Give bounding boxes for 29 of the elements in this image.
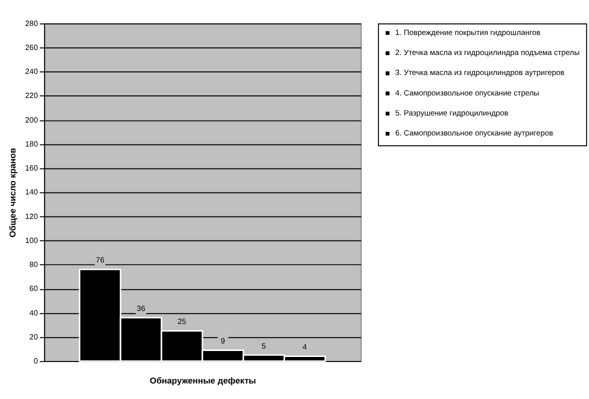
y-tick-label: 220: [25, 91, 38, 100]
y-tick-label: 80: [29, 260, 38, 270]
y-tick-label: 280: [25, 18, 38, 28]
data-label: 9: [220, 336, 226, 346]
legend-label: 6. Самопроизвольное опускание аутригеров: [395, 128, 554, 138]
x-axis-title: Обнаруженные дефекты: [150, 376, 256, 386]
y-tick-label: 120: [25, 212, 38, 221]
legend-label: 2. Утечка масла из гидроцилиндра подъема стрелы: [395, 48, 580, 58]
data-label: 5: [262, 341, 266, 350]
y-tick-label: 260: [25, 42, 38, 52]
y-tick-label: 60: [29, 284, 38, 294]
y-tick-label: 100: [25, 236, 38, 245]
legend-label: 5. Разрушение гидроцилиндров: [395, 108, 508, 118]
y-tick-label: 0: [34, 356, 38, 366]
legend-label: 4. Самопроизвольное опускание стрелы: [395, 88, 540, 98]
data-label: 76: [96, 256, 104, 265]
data-label: 4: [302, 342, 308, 352]
y-tick-label: 240: [25, 67, 38, 76]
y-tick-label: 160: [25, 164, 38, 173]
y-axis-title: Общее число кранов: [7, 148, 18, 238]
data-label: 25: [178, 317, 186, 326]
legend-label: 3. Утечка масла из гидроцилиндров аутригеров: [395, 68, 564, 78]
y-tick-label: 180: [25, 139, 38, 148]
y-tick-label: 140: [25, 188, 38, 197]
y-tick-label: 200: [25, 115, 38, 124]
y-tick-label: 20: [29, 332, 38, 342]
legend-label: 1. Повреждение покрытия гидрошлангов: [395, 28, 540, 37]
y-tick-label: 40: [29, 308, 38, 318]
data-label: 36: [136, 304, 146, 313]
